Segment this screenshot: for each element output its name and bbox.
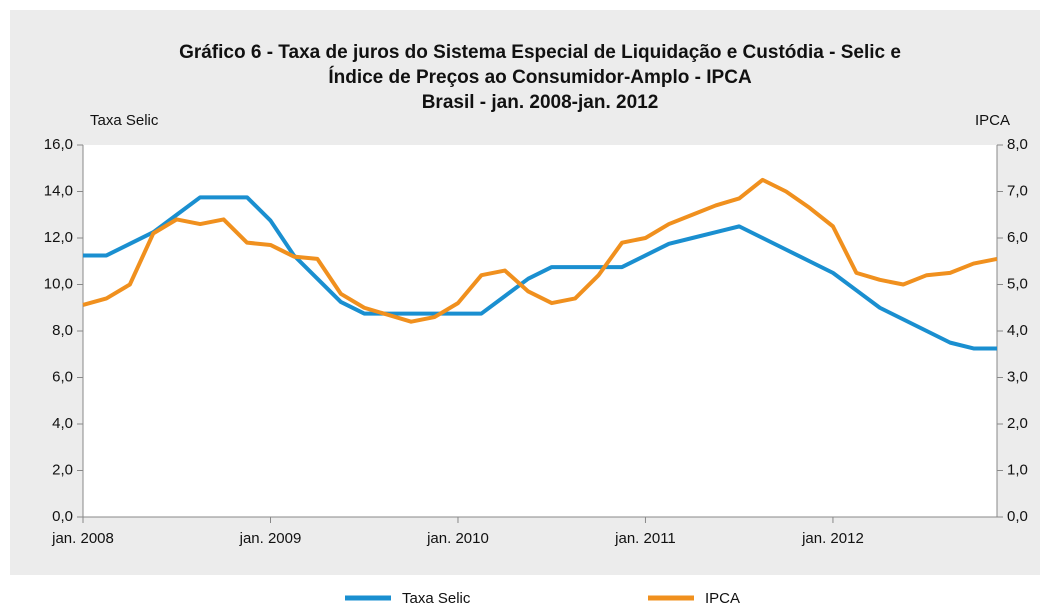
- x-tick-label: jan. 2012: [801, 530, 864, 547]
- legend-label: IPCA: [705, 590, 740, 607]
- y2-tick-label: 7,0: [1007, 182, 1028, 199]
- chart-title: Gráfico 6 - Taxa de juros do Sistema Esp…: [179, 42, 901, 63]
- y-tick-label: 12,0: [44, 229, 73, 246]
- x-tick-label: jan. 2009: [239, 530, 302, 547]
- x-tick-label: jan. 2011: [614, 530, 676, 547]
- y-tick-label: 0,0: [52, 508, 73, 525]
- y-tick-label: 4,0: [52, 415, 73, 432]
- y-tick-label: 6,0: [52, 368, 73, 385]
- y2-tick-label: 4,0: [1007, 322, 1028, 339]
- y2-tick-label: 3,0: [1007, 368, 1028, 385]
- y-tick-label: 8,0: [52, 322, 73, 339]
- y-tick-label: 14,0: [44, 182, 73, 199]
- plot-area: [83, 145, 997, 517]
- line-series: [83, 195, 997, 351]
- y2-tick-label: 1,0: [1007, 461, 1028, 478]
- y-axis-label: Taxa Selic: [90, 112, 159, 129]
- legend-label: Taxa Selic: [402, 590, 471, 607]
- y-tick-label: 2,0: [52, 461, 73, 478]
- y-tick-label: 16,0: [44, 136, 73, 153]
- y2-tick-label: 2,0: [1007, 415, 1028, 432]
- chart-title: Brasil - jan. 2008-jan. 2012: [422, 92, 659, 113]
- line-series: [82, 177, 998, 324]
- y2-tick-label: 5,0: [1007, 275, 1028, 292]
- y-tick-label: 10,0: [44, 275, 73, 292]
- y2-tick-label: 8,0: [1007, 136, 1028, 153]
- y2-tick-label: 6,0: [1007, 229, 1028, 246]
- x-tick-label: jan. 2010: [426, 530, 489, 547]
- x-tick-label: jan. 2008: [51, 530, 114, 547]
- chart-title: Índice de Preços ao Consumidor-Amplo - I…: [328, 66, 752, 88]
- y2-axis-label: IPCA: [975, 112, 1010, 129]
- y2-tick-label: 0,0: [1007, 508, 1028, 525]
